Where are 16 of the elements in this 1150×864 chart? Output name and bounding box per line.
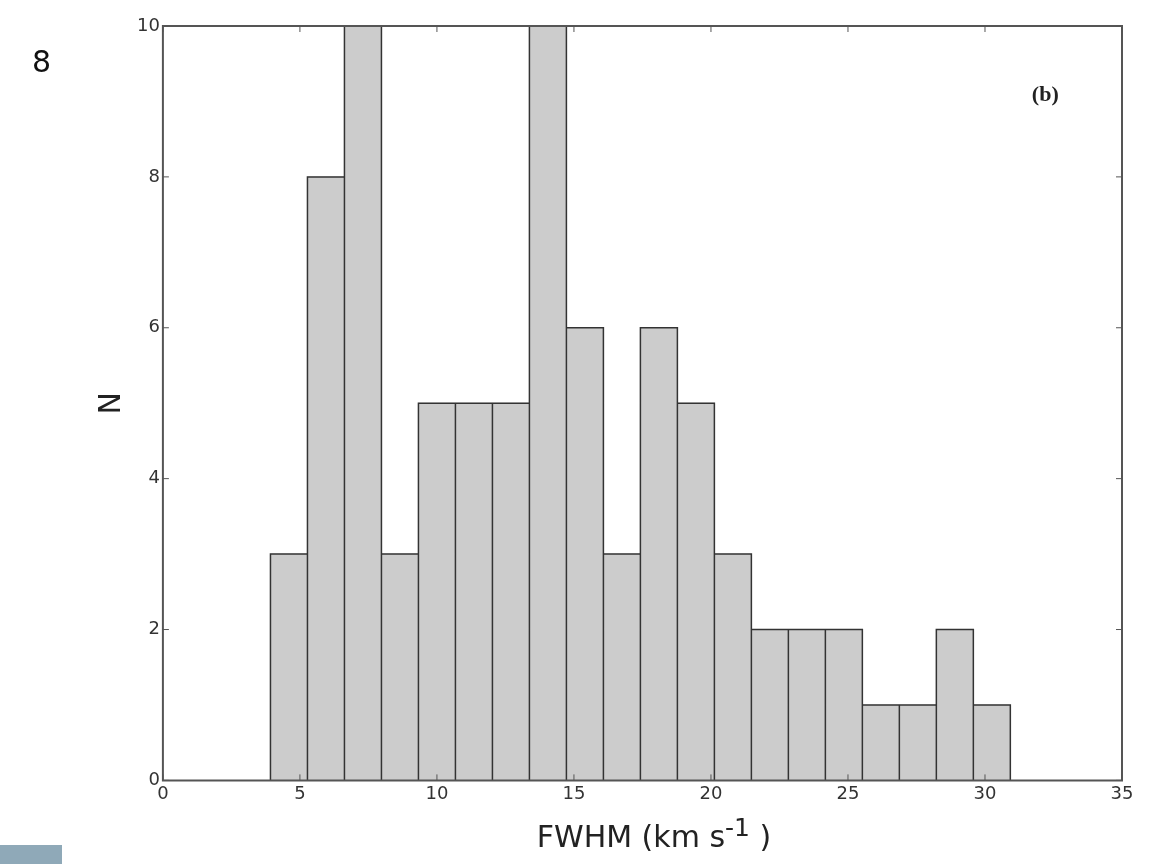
- x-tick-label: 30: [973, 781, 997, 803]
- x-axis-title: FWHM (km s$^{-1}$ ): [535, 813, 773, 854]
- y-tick-label: 4: [148, 466, 160, 488]
- annotation: (b): [1031, 81, 1059, 106]
- x-tick-label: 20: [699, 781, 723, 803]
- y-tick-label: 10: [137, 13, 160, 35]
- y-tick-label: 6: [148, 315, 160, 337]
- text: 8: [32, 44, 52, 79]
- x-tick-label: 35: [1110, 781, 1134, 803]
- x-tick-label: 5: [294, 781, 306, 803]
- y-tick-label: 2: [148, 617, 160, 639]
- y-tick-label: 8: [148, 164, 160, 186]
- x-tick-label: 25: [836, 781, 860, 803]
- x-tick-label: 10: [425, 781, 449, 803]
- x-tick-label: 15: [562, 781, 586, 803]
- y-axis-title: N: [91, 391, 127, 415]
